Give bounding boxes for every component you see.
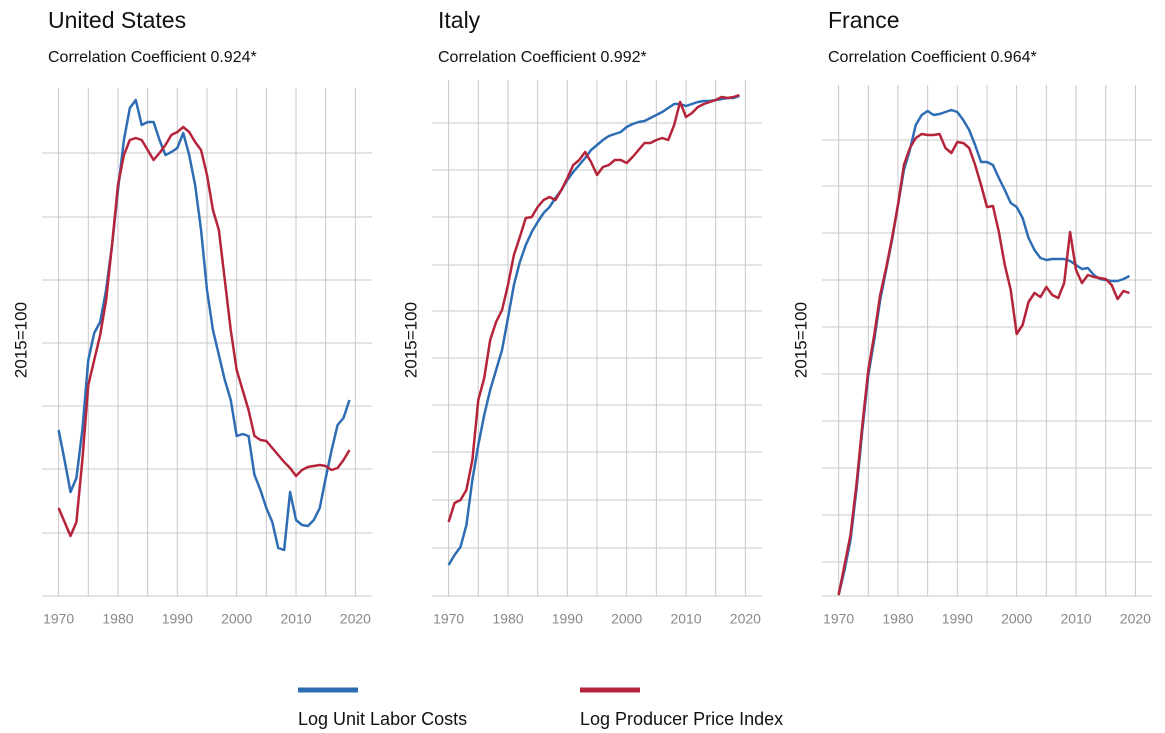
x-tick-label: 1980 [102, 611, 133, 627]
series-line [447, 94, 740, 566]
x-tick-label: 2000 [1001, 611, 1032, 627]
legend-label: Log Producer Price Index [580, 709, 783, 729]
x-tick-label: 2020 [1120, 611, 1151, 627]
y-axis-label: 2015=100 [791, 302, 810, 378]
x-tick-label: 2010 [280, 611, 311, 627]
x-tick-label: 1980 [492, 611, 523, 627]
series-line [837, 108, 1131, 596]
panel-subtitle: Correlation Coefficient 0.964* [828, 49, 1037, 66]
panel-title: France [828, 7, 900, 33]
x-tick-label: 2020 [340, 611, 371, 627]
panel-subtitle: Correlation Coefficient 0.924* [48, 49, 257, 66]
series-line [447, 93, 740, 523]
x-tick-label: 1990 [162, 611, 193, 627]
x-tick-label: 2000 [611, 611, 642, 627]
x-tick-label: 1980 [882, 611, 913, 627]
x-tick-label: 1970 [823, 611, 854, 627]
x-tick-label: 1990 [552, 611, 583, 627]
series-line [837, 132, 1130, 596]
x-tick-label: 1970 [43, 611, 74, 627]
y-axis-label: 2015=100 [401, 302, 420, 378]
x-tick-label: 2000 [221, 611, 252, 627]
panel-title: United States [48, 7, 186, 33]
panel-subtitle: Correlation Coefficient 0.992* [438, 49, 647, 66]
series-line [57, 125, 351, 538]
x-tick-label: 2010 [1060, 611, 1091, 627]
legend-label: Log Unit Labor Costs [298, 709, 467, 729]
y-axis-label: 2015=100 [11, 302, 30, 378]
panel-title: Italy [438, 7, 481, 33]
x-tick-label: 1970 [433, 611, 464, 627]
x-tick-label: 2010 [670, 611, 701, 627]
x-tick-label: 2020 [730, 611, 761, 627]
x-tick-label: 1990 [942, 611, 973, 627]
